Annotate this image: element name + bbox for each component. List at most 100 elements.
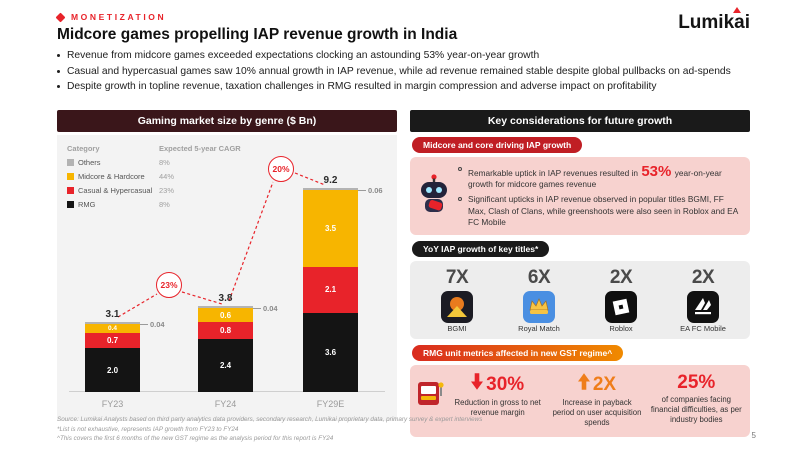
- roblox-label: Roblox: [609, 323, 633, 333]
- cagr-callout-fy23-fy24: 23%: [156, 272, 182, 298]
- bar-group-fy29e: 9.2 0.06 3.5 2.1 3.6 FY29E: [303, 174, 383, 409]
- intro-bullet: Despite growth in topline revenue, taxat…: [57, 80, 752, 94]
- lumikai-logo-text: Lumikai: [678, 12, 750, 33]
- footnote-source: Source: Lumikai Analysts based on third …: [57, 415, 483, 423]
- iap-bullet-1-pre: Remarkable uptick in IAP revenues result…: [468, 168, 639, 178]
- chart-panel-title: Gaming market size by genre ($ Bn): [57, 110, 397, 132]
- considerations-panel-title: Key considerations for future growth: [410, 110, 750, 132]
- hollow-bullet-icon: [458, 197, 462, 202]
- title-col-bgmi: 7X BGMI: [416, 267, 498, 333]
- arrow-up-icon: [577, 373, 590, 395]
- gst-metric-payback-value-row: 2X: [577, 373, 617, 395]
- intro-bullet: Casual and hypercasual games saw 10% ann…: [57, 65, 752, 79]
- eafc-label: EA FC Mobile: [680, 323, 726, 333]
- iap-bullet-2: Significant upticks in IAP revenue obser…: [458, 194, 740, 228]
- bar-segment-midcore-hardcore: 3.5: [303, 189, 358, 267]
- royal-match-logo-icon: [523, 290, 555, 323]
- slot-machine-icon: [417, 377, 444, 414]
- chart-bars: 3.1 0.04 0.4 0.7 2.0 FY23 3.8 0.04 0.6 0.8 2.4 FY24…: [57, 135, 397, 421]
- legend-cagr-value: 8%: [159, 158, 170, 167]
- bar-segment-casual-hypercasual: 2.1: [303, 266, 358, 313]
- title-col-roblox: 2X Roblox: [580, 267, 662, 333]
- legend-cagr-value: 8%: [159, 200, 170, 209]
- iap-bullet-1: Remarkable uptick in IAP revenues result…: [458, 164, 740, 190]
- page-number: 5: [751, 431, 756, 440]
- legend-label: Casual & Hypercasual: [78, 186, 153, 195]
- legend-row-midcore: Midcore & Hardcore 44%: [67, 172, 241, 181]
- gst-revenue-desc: Reduction in gross to net revenue margin: [454, 398, 541, 418]
- gst-metric-difficulties-value-row: 25%: [677, 373, 715, 392]
- intro-bullet-text: Casual and hypercasual games saw 10% ann…: [67, 65, 731, 77]
- bar-total-label: 3.8: [218, 293, 233, 305]
- others-value-label: 0.04: [140, 320, 165, 329]
- bar-group-fy24: 3.8 0.04 0.6 0.8 2.4 FY24: [198, 293, 278, 409]
- arrow-down-icon: [471, 373, 484, 395]
- chart-legend: Category Expected 5-year CAGR Others 8% …: [67, 144, 241, 214]
- monetization-diamond-icon: [55, 12, 66, 22]
- bar-group-fy23: 3.1 0.04 0.4 0.7 2.0 FY23: [85, 308, 165, 409]
- bar-segment-others: 0.06: [303, 186, 383, 195]
- eyebrow-label: MONETIZATION: [71, 12, 167, 22]
- roblox-multiplier: 2X: [609, 266, 633, 288]
- legend-swatch-rmg-icon: [67, 201, 74, 208]
- bar-total-label: 3.1: [105, 308, 120, 320]
- iap-bullet-1-post: year-on-year growth for midcore games re…: [468, 168, 722, 190]
- cagr-connector-lines: [117, 172, 326, 318]
- bar-segment-midcore-hardcore: 0.6: [198, 308, 253, 322]
- bullet-dot-icon: [57, 54, 60, 57]
- bar-total-label: 9.2: [323, 174, 338, 186]
- intro-bullet: Revenue from midcore games exceeded expe…: [57, 49, 752, 63]
- hollow-bullet-icon: [458, 167, 462, 171]
- legend-row-rmg: RMG 8%: [67, 200, 241, 209]
- royal-match-multiplier: 6X: [527, 266, 551, 288]
- royal-match-label: Royal Match: [518, 323, 560, 333]
- footnote-asterisk: *List is not exhaustive, represents IAP …: [57, 425, 239, 433]
- key-considerations-panel: Key considerations for future growth Mid…: [410, 110, 750, 437]
- iap-growth-box: Remarkable uptick in IAP revenues result…: [410, 157, 750, 235]
- intro-bullets: Revenue from midcore games exceeded expe…: [57, 49, 752, 96]
- intro-bullet-text: Revenue from midcore games exceeded expe…: [67, 50, 540, 61]
- ea-fc-logo-icon: [687, 290, 719, 323]
- bar-segment-others: 0.04: [85, 320, 165, 329]
- others-value-label: 0.04: [253, 304, 278, 313]
- gst-banner: RMG unit metrics affected in new GST reg…: [412, 345, 624, 362]
- legend-row-others: Others 8%: [67, 158, 241, 167]
- bar-segment-rmg: 2.4: [198, 339, 253, 392]
- legend-swatch-others-icon: [67, 159, 74, 166]
- footnote-caret: ^This covers the first 6 months of the n…: [57, 435, 334, 443]
- cagr-callout-fy24-fy29: 20%: [268, 156, 294, 182]
- gst-metrics-box: 30% Reduction in gross to net revenue ma…: [410, 365, 750, 437]
- gst-difficulties-value: 25%: [677, 372, 716, 394]
- gst-payback-desc: Increase in payback period on user acqui…: [552, 398, 642, 428]
- x-axis-label: FY29E: [316, 399, 345, 409]
- gst-payback-value: 2X: [592, 373, 617, 395]
- x-axis-label: FY23: [101, 399, 124, 409]
- bar-segment-others: 0.04: [198, 304, 278, 313]
- bullet-dot-icon: [57, 85, 60, 89]
- bullet-dot-icon: [57, 69, 60, 73]
- iap-bullet-2-text: Significant upticks in IAP revenue obser…: [468, 194, 738, 227]
- lumikai-logo: Lumikai: [678, 7, 750, 34]
- title-col-royal-match: 6X Royal Match: [498, 267, 580, 333]
- others-value-label: 0.06: [358, 186, 383, 195]
- legend-row-casual: Casual & Hypercasual 23%: [67, 186, 241, 195]
- bar-segment-rmg: 2.0: [85, 348, 140, 392]
- title-col-eafc: 2X EA FC Mobile: [662, 267, 744, 333]
- lumikai-logo-mark-icon: [733, 7, 741, 13]
- gst-metric-revenue: 30% Reduction in gross to net revenue ma…: [452, 373, 543, 428]
- legend-header-cagr: Expected 5-year CAGR: [159, 144, 241, 153]
- legend-cagr-value: 23%: [159, 186, 175, 195]
- bar-segment-casual-hypercasual: 0.8: [198, 321, 253, 340]
- page-title: Midcore games propelling IAP revenue gro…: [57, 26, 458, 43]
- bgmi-logo-icon: [441, 290, 473, 323]
- bar-segment-casual-hypercasual: 0.7: [85, 332, 140, 348]
- legend-label: Others: [78, 158, 101, 167]
- gst-metric-difficulties: 25% of companies facing financial diffic…: [651, 373, 742, 428]
- bgmi-multiplier: 7X: [445, 266, 469, 288]
- bgmi-label: BGMI: [447, 323, 467, 333]
- gst-difficulties-desc: of companies facing financial difficulti…: [650, 395, 742, 425]
- legend-header-category: Category: [67, 144, 100, 153]
- x-axis-label: FY24: [214, 399, 237, 409]
- intro-bullet-text: Despite growth in topline revenue, taxat…: [67, 81, 657, 93]
